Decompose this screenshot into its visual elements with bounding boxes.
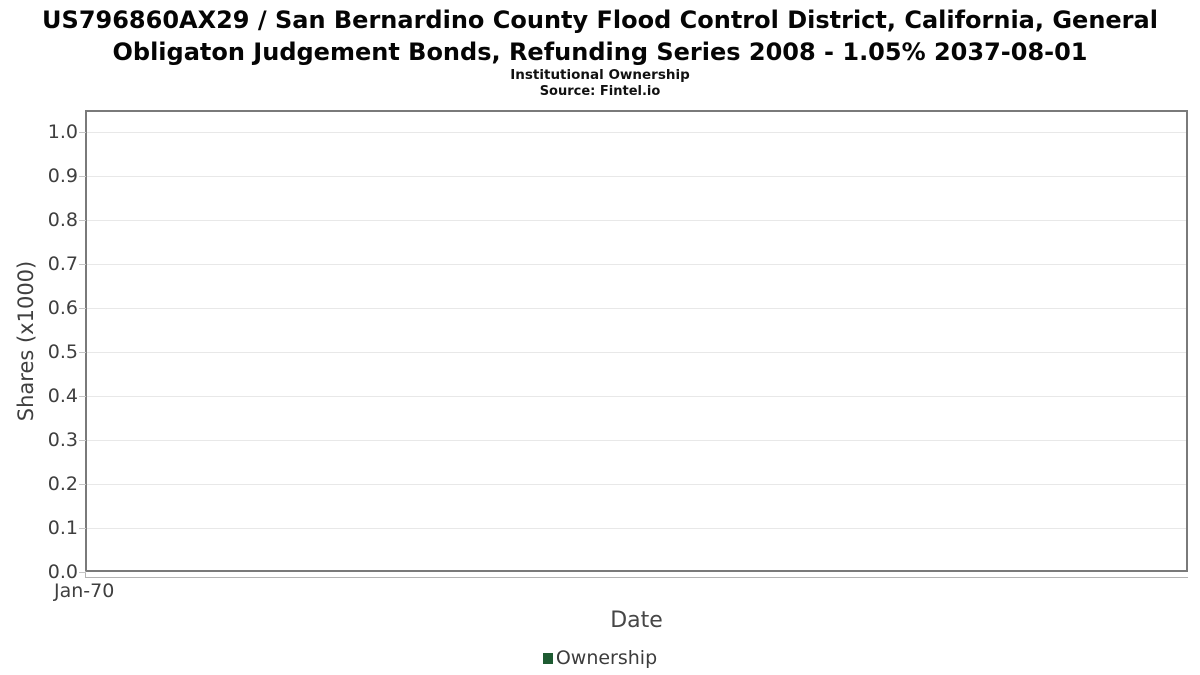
- y-axis-tick-mark: [79, 440, 86, 441]
- legend-swatch-icon: [542, 652, 553, 664]
- y-axis-tick-mark: [79, 220, 86, 221]
- gridline: [87, 396, 1186, 397]
- gridline: [87, 484, 1186, 485]
- y-axis-tick-label: 0.4: [47, 385, 78, 407]
- y-axis-tick-mark: [79, 264, 86, 265]
- legend: Ownership: [0, 647, 1200, 669]
- gridline: [87, 308, 1186, 309]
- plot-area: [85, 110, 1188, 572]
- gridline: [87, 352, 1186, 353]
- x-axis-tick-mark: [85, 571, 86, 578]
- y-axis-tick-mark: [79, 308, 86, 309]
- legend-label: Ownership: [555, 647, 658, 669]
- y-axis-tick-label: 0.0: [47, 561, 78, 583]
- y-axis-tick-label: 0.3: [47, 429, 78, 451]
- y-axis-tick-label: 0.6: [47, 297, 78, 319]
- x-axis-line: [85, 577, 1188, 578]
- gridline: [87, 176, 1186, 177]
- y-axis-tick-mark: [79, 484, 86, 485]
- y-axis-tick-label: 0.1: [47, 517, 78, 539]
- y-axis-tick-label: 0.2: [47, 473, 78, 495]
- y-axis-tick-label: 0.8: [47, 209, 78, 231]
- gridline: [87, 440, 1186, 441]
- y-axis-tick-mark: [79, 396, 86, 397]
- y-axis-tick-mark: [79, 132, 86, 133]
- y-axis-tick-mark: [79, 572, 86, 573]
- gridline: [87, 132, 1186, 133]
- y-axis-tick-label: 0.7: [47, 253, 78, 275]
- y-axis-tick-label: 1.0: [47, 121, 78, 143]
- chart-subtitle: Institutional Ownership: [510, 67, 690, 83]
- gridline: [87, 264, 1186, 265]
- chart-title: US796860AX29 / San Bernardino County Flo…: [42, 6, 1158, 66]
- y-axis-tick-mark: [79, 352, 86, 353]
- gridline: [87, 220, 1186, 221]
- gridline: [87, 528, 1186, 529]
- x-axis-title: Date: [610, 608, 663, 633]
- x-axis-tick-label: Jan-70: [54, 580, 115, 602]
- y-axis-tick-label: 0.5: [47, 341, 78, 363]
- chart-source-note: Source: Fintel.io: [539, 84, 661, 99]
- y-axis-tick-mark: [79, 176, 86, 177]
- y-axis-tick-label: 0.9: [47, 165, 78, 187]
- y-axis-tick-mark: [79, 528, 86, 529]
